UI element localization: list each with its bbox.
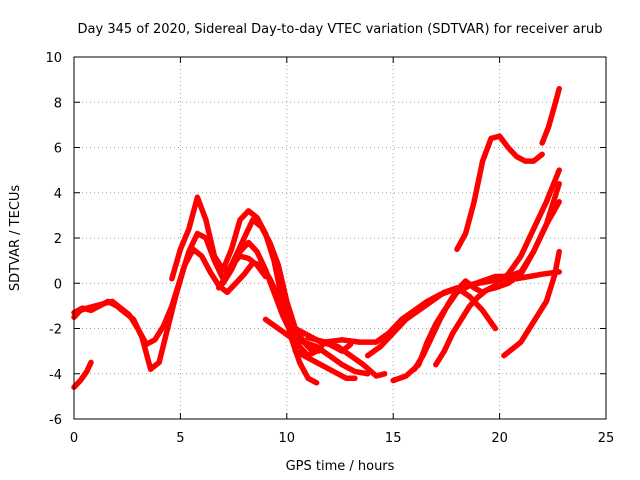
- series-track-9: [292, 348, 358, 382]
- series-track-1: [71, 359, 94, 391]
- series-track-17: [539, 85, 562, 146]
- series-track-4: [169, 194, 320, 386]
- x-tick-label: 20: [491, 431, 508, 446]
- y-tick-label: 0: [54, 277, 62, 292]
- series-track-16: [501, 248, 562, 359]
- y-tick-label: 2: [54, 232, 62, 247]
- x-tick-label: 10: [279, 431, 296, 446]
- tick-layer: 0 5 10 15 20 25 -6 -4 -2 0 2 4 6 8 10: [45, 51, 614, 446]
- series-layer: [71, 85, 562, 391]
- series-track-12: [390, 180, 562, 384]
- y-tick-label: -2: [49, 323, 62, 338]
- y-tick-label: 4: [54, 187, 62, 202]
- y-tick-label: 6: [54, 142, 62, 157]
- series-track-7: [262, 316, 371, 377]
- chart-title: Day 345 of 2020, Sidereal Day-to-day VTE…: [78, 22, 603, 37]
- x-tick-label: 0: [70, 431, 78, 446]
- series-track-13: [411, 167, 562, 372]
- x-tick-label: 5: [176, 431, 184, 446]
- x-tick-label: 15: [385, 431, 402, 446]
- series-track-8: [284, 321, 388, 379]
- y-tick-label: -4: [49, 368, 62, 383]
- x-tick-label: 25: [598, 431, 615, 446]
- y-tick-label: 10: [45, 51, 62, 66]
- series-track-14: [433, 199, 562, 368]
- series-track-15: [454, 133, 545, 253]
- plot-frame: [73, 56, 607, 420]
- y-tick-label: 8: [54, 96, 62, 111]
- x-axis-label: GPS time / hours: [286, 459, 395, 474]
- y-axis-label: SDTVAR / TECUs: [8, 185, 23, 292]
- y-tick-label: -6: [49, 413, 62, 428]
